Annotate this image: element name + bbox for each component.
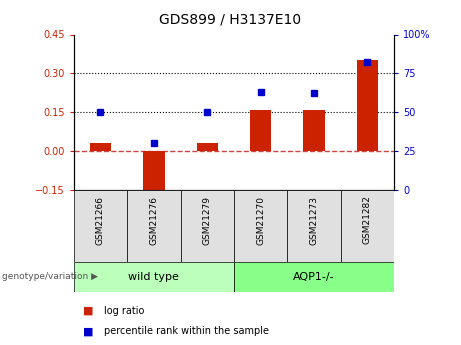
- Bar: [341, 190, 394, 262]
- Text: log ratio: log ratio: [104, 306, 144, 315]
- Bar: [127, 190, 181, 262]
- Bar: [234, 262, 394, 292]
- Bar: [196, 143, 218, 151]
- Text: GSM21276: GSM21276: [149, 196, 159, 245]
- Bar: [250, 110, 272, 151]
- Bar: [90, 143, 111, 151]
- Bar: [74, 190, 127, 262]
- Bar: [74, 262, 234, 292]
- Bar: [303, 110, 325, 151]
- Text: GDS899 / H3137E10: GDS899 / H3137E10: [160, 12, 301, 26]
- Bar: [287, 190, 341, 262]
- Text: ■: ■: [83, 306, 94, 315]
- Text: GSM21282: GSM21282: [363, 196, 372, 244]
- Bar: [234, 190, 287, 262]
- Text: GSM21270: GSM21270: [256, 196, 265, 245]
- Text: GSM21279: GSM21279: [203, 196, 212, 245]
- Text: GSM21273: GSM21273: [309, 196, 319, 245]
- Text: GSM21266: GSM21266: [96, 196, 105, 245]
- Text: ■: ■: [83, 326, 94, 336]
- Text: percentile rank within the sample: percentile rank within the sample: [104, 326, 269, 336]
- Text: AQP1-/-: AQP1-/-: [293, 272, 335, 282]
- Bar: [143, 151, 165, 195]
- Bar: [357, 60, 378, 151]
- Bar: [181, 190, 234, 262]
- Text: genotype/variation ▶: genotype/variation ▶: [2, 272, 98, 282]
- Text: wild type: wild type: [129, 272, 179, 282]
